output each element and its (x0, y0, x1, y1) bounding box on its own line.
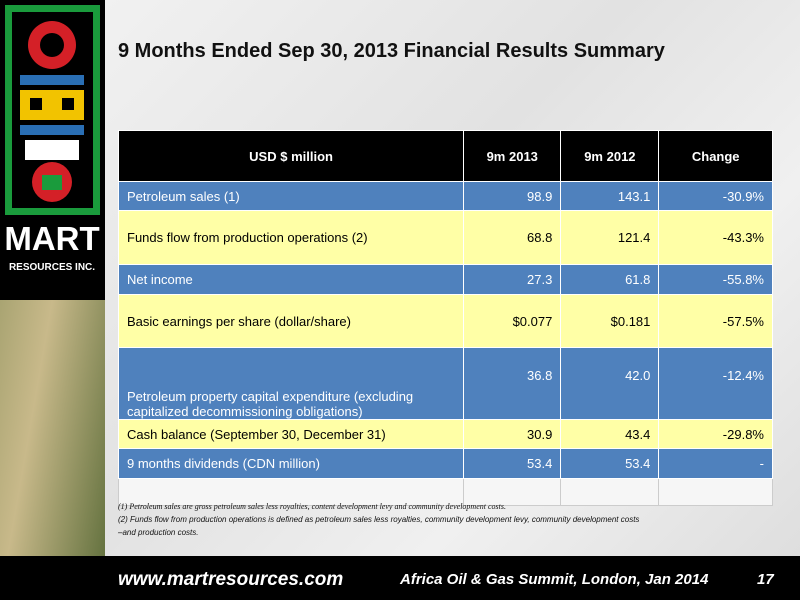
table-cell: $0.181 (560, 294, 660, 348)
footer-url: www.martresources.com (118, 569, 344, 590)
table-cell: -30.9% (658, 181, 773, 211)
empty-cell (117, 478, 465, 506)
table-cell: 36.8 (463, 347, 562, 420)
table-cell: -29.8% (658, 419, 773, 449)
header-cell: 9m 2013 (463, 130, 562, 182)
table-cell: Petroleum property capital expenditure (… (117, 347, 465, 420)
table-row: Funds flow from production operations (2… (117, 210, 773, 265)
table-cell: Funds flow from production operations (2… (117, 210, 465, 265)
table-cell: Basic earnings per share (dollar/share) (117, 294, 465, 348)
table-cell: 143.1 (560, 181, 660, 211)
header-cell: Change (658, 130, 773, 182)
empty-cell (658, 478, 773, 506)
logo-strip: MART RESOURCES INC. (0, 0, 105, 600)
empty-cell (463, 478, 562, 506)
table-cell: - (658, 448, 773, 479)
table-cell: 98.9 (463, 181, 562, 211)
footnote: (1) Petroleum sales are gross petroleum … (118, 502, 506, 511)
table-cell: 30.9 (463, 419, 562, 449)
header-cell: USD $ million (117, 130, 465, 182)
table-cell: 68.8 (463, 210, 562, 265)
footer: www.martresources.com Africa Oil & Gas S… (0, 556, 800, 600)
table-cell: $0.077 (463, 294, 562, 348)
footnote: –and production costs. (118, 528, 199, 537)
table-cell: -55.8% (658, 264, 773, 295)
table-cell: Cash balance (September 30, December 31) (117, 419, 465, 449)
table-cell: 27.3 (463, 264, 562, 295)
footer-event: Africa Oil & Gas Summit, London, Jan 201… (400, 571, 709, 588)
slide-title: 9 Months Ended Sep 30, 2013 Financial Re… (118, 40, 665, 62)
table-row: Petroleum sales (1) 98.9 143.1 -30.9% (117, 181, 773, 211)
table-cell: 9 months dividends (CDN million) (117, 448, 465, 479)
table-cell: -12.4% (658, 347, 773, 420)
page-number: 17 (757, 571, 774, 588)
logo-name: MART (4, 220, 99, 257)
table-cell: Net income (117, 264, 465, 295)
table-row: Basic earnings per share (dollar/share) $… (117, 294, 773, 348)
empty-row (117, 478, 773, 506)
logo-subtitle: RESOURCES INC. (9, 262, 95, 273)
footnotes: (1) Petroleum sales are gross petroleum … (118, 500, 758, 539)
table-row: Cash balance (September 30, December 31)… (117, 419, 773, 449)
table-cell: 61.8 (560, 264, 660, 295)
table-cell: 42.0 (560, 347, 660, 420)
table-cell: 43.4 (560, 419, 660, 449)
table-cell: 53.4 (463, 448, 562, 479)
footnote: (2) Funds flow from production operation… (118, 515, 640, 524)
header-cell: 9m 2012 (560, 130, 660, 182)
table-row: Net income 27.3 61.8 -55.8% (117, 264, 773, 295)
table-cell: 121.4 (560, 210, 660, 265)
table-cell: -43.3% (658, 210, 773, 265)
results-table: USD $ million 9m 2013 9m 2012 Change Petrole… (117, 130, 773, 506)
table-row: 9 months dividends (CDN million) 53.4 53.4… (117, 448, 773, 479)
table-cell: 53.4 (560, 448, 660, 479)
header-row: USD $ million 9m 2013 9m 2012 Change (117, 130, 773, 182)
table-row: Petroleum property capital expenditure (… (117, 347, 773, 420)
table-cell: Petroleum sales (1) (117, 181, 465, 211)
empty-cell (560, 478, 660, 506)
table-cell: -57.5% (658, 294, 773, 348)
